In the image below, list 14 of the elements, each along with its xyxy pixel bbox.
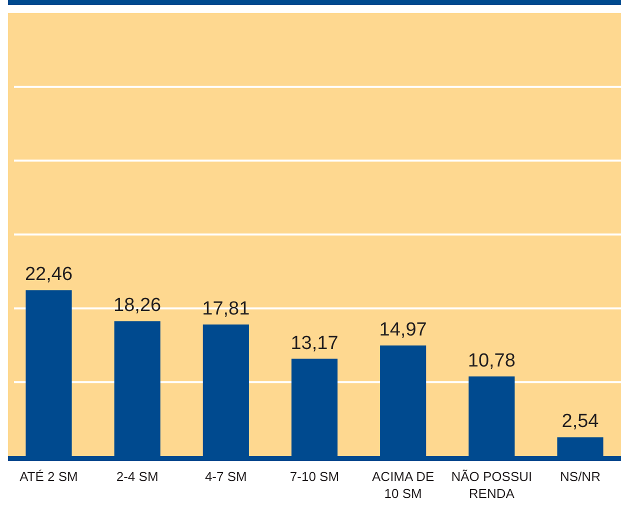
x-tick-label: NS/NR	[560, 469, 600, 484]
x-tick-label: 4-7 SM	[204, 469, 247, 484]
x-tick-label: 2-4 SM	[116, 469, 158, 484]
x-tick-label: 7-10 SM	[290, 469, 340, 484]
x-tick-label: ACIMA DE 10 SM	[372, 469, 434, 501]
data-label: 10,78	[468, 350, 516, 372]
data-label: 14,97	[379, 319, 427, 340]
x-tick-label: NÃO POSSUI RENDA	[451, 469, 532, 501]
data-label: 13,17	[290, 332, 338, 354]
data-label: 18,26	[114, 295, 162, 316]
x-tick-label: ATÉ 2 SM	[20, 469, 78, 484]
data-label: 2,54	[562, 411, 600, 432]
data-label: 22,46	[24, 264, 73, 286]
data-label: 17,81	[202, 298, 250, 320]
